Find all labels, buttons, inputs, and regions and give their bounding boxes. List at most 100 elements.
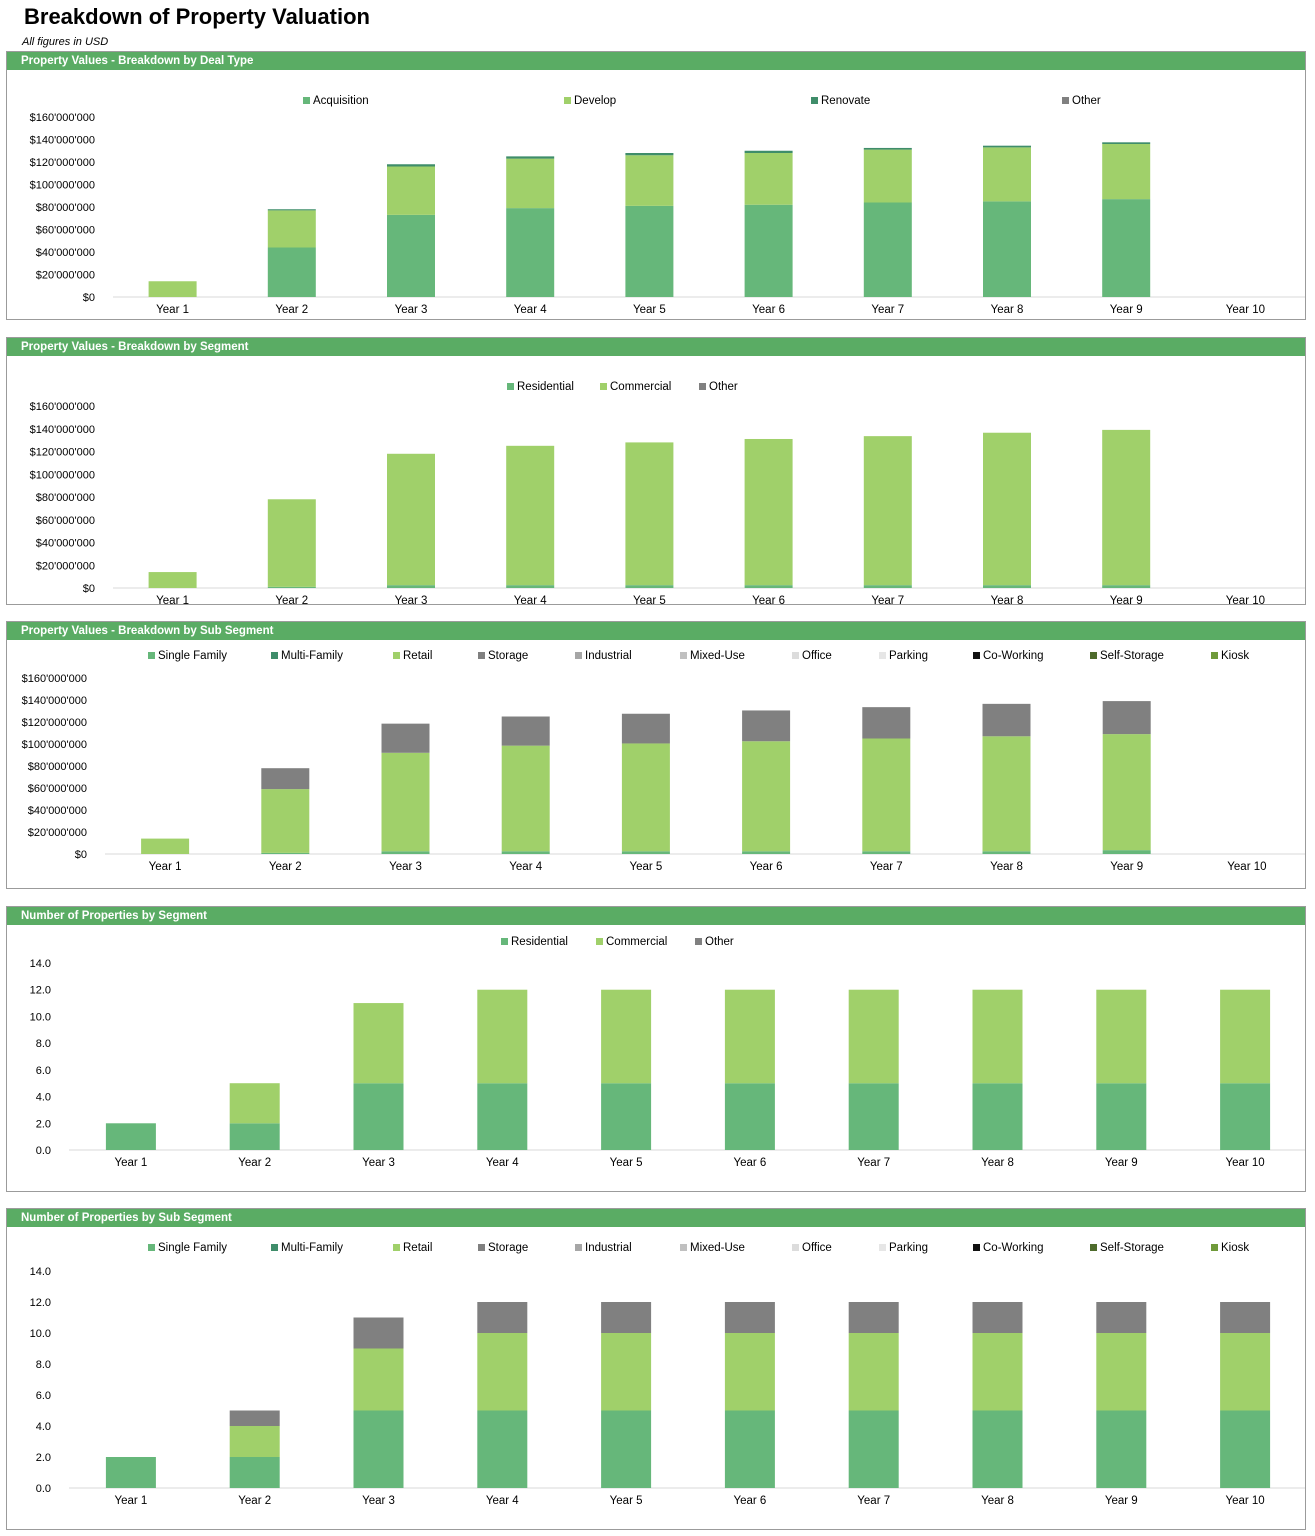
bar-segment-residential bbox=[744, 585, 793, 588]
x-tick-label: Year 6 bbox=[733, 1495, 766, 1507]
legend-label-kiosk: Kiosk bbox=[1221, 1242, 1249, 1254]
bar-segment-storage bbox=[1220, 1302, 1271, 1333]
bar-segment-residential bbox=[1102, 585, 1151, 588]
bar-segment-renovate bbox=[387, 164, 435, 167]
bar-segment-single-family bbox=[477, 1410, 528, 1488]
legend-swatch-residential bbox=[507, 383, 514, 390]
legend-label-kiosk: Kiosk bbox=[1221, 650, 1249, 662]
legend-label-office: Office bbox=[802, 650, 832, 662]
x-tick-label: Year 5 bbox=[633, 304, 666, 316]
x-tick-label: Year 4 bbox=[486, 1157, 519, 1169]
y-tick-label: $20'000'000 bbox=[28, 827, 87, 839]
x-tick-label: Year 1 bbox=[156, 595, 189, 604]
bar-segment-storage bbox=[229, 1410, 280, 1426]
chart-segment-count: 0.0 2.0 4.0 6.0 8.0 10.0 12.0 14.0 Year 1 Year 2 Y… bbox=[30, 936, 1305, 1169]
panel-header: Number of Properties by Segment bbox=[7, 907, 1305, 925]
panel-header: Property Values - Breakdown by Segment bbox=[7, 338, 1305, 356]
bar-segment-storage bbox=[972, 1302, 1023, 1333]
legend-swatch-retail bbox=[393, 652, 400, 659]
x-tick-label: Year 10 bbox=[1226, 304, 1265, 316]
y-tick-label: $160'000'000 bbox=[30, 401, 95, 413]
x-tick-label: Year 10 bbox=[1226, 595, 1265, 604]
legend-label-single-family: Single Family bbox=[158, 650, 227, 662]
y-tick-label: $120'000'000 bbox=[22, 717, 87, 729]
bar-segment-acquisition bbox=[506, 208, 555, 297]
y-tick-label: 12.0 bbox=[30, 1297, 51, 1309]
legend-label-single-family: Single Family bbox=[158, 1242, 227, 1254]
x-tick-label: Year 3 bbox=[362, 1157, 395, 1169]
y-tick-label: $160'000'000 bbox=[30, 112, 95, 124]
legend-swatch-other bbox=[1062, 97, 1069, 104]
legend-swatch-co-working bbox=[973, 1244, 980, 1251]
bar-segment-residential bbox=[477, 1083, 528, 1150]
x-tick-label: Year 5 bbox=[633, 595, 666, 604]
legend-swatch-develop bbox=[564, 97, 571, 104]
bar-segment-retail bbox=[261, 789, 310, 853]
legend-swatch-mixed-use bbox=[680, 1244, 687, 1251]
bar-segment-retail bbox=[982, 736, 1031, 852]
bar-segment-retail bbox=[862, 738, 911, 852]
x-tick-label: Year 9 bbox=[1110, 304, 1143, 316]
bar-segment-acquisition bbox=[744, 204, 793, 297]
legend-swatch-commercial bbox=[600, 383, 607, 390]
bar-segment-retail bbox=[141, 838, 190, 854]
legend-label-mixed-use: Mixed-Use bbox=[690, 650, 745, 662]
bar-segment-retail bbox=[621, 743, 670, 852]
bar-segment-retail bbox=[972, 1333, 1023, 1411]
bar-segment-single-family bbox=[501, 851, 550, 854]
x-tick-label: Year 3 bbox=[395, 595, 428, 604]
x-tick-label: Year 2 bbox=[269, 861, 302, 873]
x-tick-label: Year 6 bbox=[733, 1157, 766, 1169]
bar-segment-single-family bbox=[105, 1457, 156, 1488]
bar-segment-retail bbox=[381, 752, 430, 852]
bar-segment-residential bbox=[848, 1083, 899, 1150]
bar-segment-single-family bbox=[229, 1457, 280, 1488]
legend-label-other: Other bbox=[709, 381, 738, 393]
bar-segment-commercial bbox=[267, 499, 316, 587]
x-tick-label: Year 2 bbox=[238, 1495, 271, 1507]
x-tick-label: Year 9 bbox=[1105, 1157, 1138, 1169]
bar-segment-commercial bbox=[1096, 989, 1147, 1084]
chart-segment-value: $0 $20'000'000 $40'000'000 $60'000'000 $80'0… bbox=[30, 381, 1305, 604]
x-tick-label: Year 1 bbox=[149, 861, 182, 873]
legend-swatch-self-storage bbox=[1090, 652, 1097, 659]
bar-segment-residential bbox=[387, 585, 435, 588]
legend-label-co-working: Co-Working bbox=[983, 650, 1044, 662]
bar-segment-commercial bbox=[148, 572, 197, 588]
y-tick-label: 4.0 bbox=[36, 1092, 51, 1104]
legend-swatch-commercial bbox=[596, 938, 603, 945]
bar-segment-residential bbox=[1096, 1083, 1147, 1150]
bar-segment-residential bbox=[267, 586, 316, 588]
x-tick-label: Year 6 bbox=[752, 304, 785, 316]
x-tick-label: Year 8 bbox=[991, 595, 1024, 604]
bar-segment-retail bbox=[724, 1333, 775, 1411]
bar-segment-storage bbox=[1096, 1302, 1147, 1333]
bar-segment-commercial bbox=[353, 1003, 404, 1084]
bar-segment-residential bbox=[353, 1083, 404, 1150]
legend-swatch-residential bbox=[501, 938, 508, 945]
bar-segment-storage bbox=[501, 716, 550, 746]
bar-segment-storage bbox=[381, 723, 430, 753]
bar-segment-retail bbox=[353, 1348, 404, 1411]
x-tick-label: Year 2 bbox=[275, 595, 308, 604]
legend-label-office: Office bbox=[802, 1242, 832, 1254]
bar-segment-commercial bbox=[863, 436, 912, 586]
bar-segment-storage bbox=[982, 703, 1031, 737]
bar-segment-commercial bbox=[625, 442, 674, 586]
bar-segment-retail bbox=[229, 1426, 280, 1457]
bar-segment-storage bbox=[477, 1302, 528, 1333]
legend-label-self-storage: Self-Storage bbox=[1100, 650, 1164, 662]
y-tick-label: $60'000'000 bbox=[36, 225, 95, 237]
bar-segment-single-family bbox=[261, 852, 310, 854]
legend-swatch-industrial bbox=[575, 1244, 582, 1251]
bar-segment-single-family bbox=[1220, 1410, 1271, 1488]
x-tick-label: Year 1 bbox=[114, 1495, 147, 1507]
page-subtitle: All figures in USD bbox=[22, 36, 109, 48]
chart-deal-type: $0 $20'000'000 $40'000'000 $60'000'000 $80'0… bbox=[30, 95, 1305, 316]
legend-label-other: Other bbox=[1072, 95, 1101, 107]
legend-swatch-office bbox=[792, 652, 799, 659]
bar-segment-commercial bbox=[848, 989, 899, 1084]
legend-label-multi-family: Multi-Family bbox=[281, 1242, 343, 1254]
legend-swatch-storage bbox=[478, 652, 485, 659]
chart-panel-segment-value: Property Values - Breakdown by Segment $… bbox=[6, 337, 1306, 605]
